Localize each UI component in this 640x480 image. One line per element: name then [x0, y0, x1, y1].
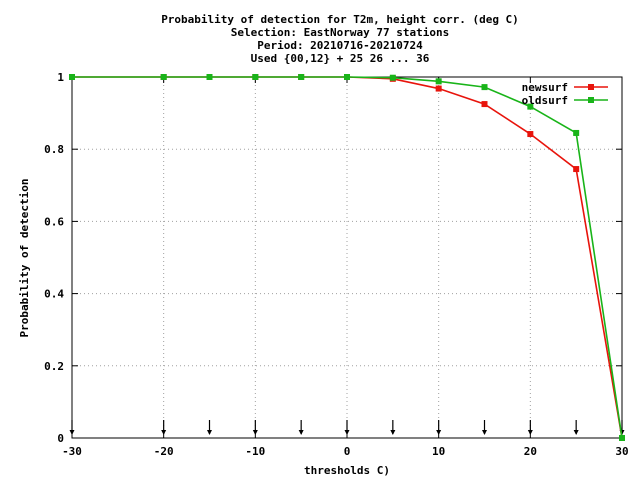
grid [72, 77, 622, 438]
point-oldsurf [527, 103, 534, 110]
threshold-marker-arrow [344, 430, 350, 435]
title-line-4: Used {00,12} + 25 26 ... 36 [251, 52, 430, 65]
x-tick-label: 30 [615, 445, 628, 458]
point-oldsurf [69, 74, 75, 80]
chart-title: Probability of detection for T2m, height… [161, 13, 519, 65]
threshold-marker-arrow [527, 430, 533, 435]
point-oldsurf [435, 78, 442, 85]
legend-swatch-point-newsurf [588, 84, 594, 90]
threshold-marker-arrow [161, 430, 167, 435]
x-tick-label: 0 [344, 445, 351, 458]
point-oldsurf [481, 84, 488, 91]
y-tick-label: 0.4 [44, 288, 64, 301]
point-newsurf [573, 166, 580, 173]
threshold-marker-arrow [390, 430, 396, 435]
x-tick-label: 20 [524, 445, 537, 458]
point-oldsurf [160, 74, 167, 80]
point-newsurf [481, 101, 488, 108]
point-oldsurf [389, 74, 396, 81]
series-line-oldsurf [72, 76, 623, 439]
threshold-marker-arrow [207, 430, 212, 435]
title-line-1: Probability of detection for T2m, height… [161, 13, 519, 26]
series-group [69, 74, 625, 441]
threshold-marker-arrow [69, 430, 75, 435]
threshold-marker-arrow [252, 430, 258, 435]
tick-labels: -30 -20 -10 0 10 20 30 0 0.2 0.4 0.6 0.8 1 [44, 71, 629, 458]
point-oldsurf [252, 74, 259, 80]
point-oldsurf [619, 435, 625, 441]
title-line-3: Period: 20210716-20210724 [257, 39, 423, 52]
y-axis-label: Probability of detection [18, 179, 31, 338]
threshold-marker-arrow [482, 430, 487, 435]
y-tick-label: 0.6 [44, 215, 64, 228]
legend-label-oldsurf: oldsurf [522, 94, 568, 107]
point-newsurf [527, 131, 534, 138]
threshold-marker-arrow [573, 430, 579, 435]
x-axis-label: thresholds C) [304, 464, 390, 477]
y-tick-label: 1 [57, 71, 64, 84]
legend-swatch-point-oldsurf [588, 97, 594, 103]
point-oldsurf [344, 74, 350, 80]
y-tick-label: 0.2 [44, 360, 64, 373]
threshold-marker-arrow [298, 430, 304, 435]
x-tick-label: -10 [245, 445, 265, 458]
title-line-2: Selection: EastNorway 77 stations [231, 26, 450, 39]
y-tick-label: 0 [57, 432, 64, 445]
x-tick-label: 10 [432, 445, 445, 458]
threshold-markers [69, 420, 625, 435]
point-oldsurf [206, 74, 213, 80]
legend-label-newsurf: newsurf [522, 81, 568, 94]
point-oldsurf [298, 74, 305, 80]
x-tick-label: -20 [154, 445, 174, 458]
x-tick-label: -30 [62, 445, 82, 458]
threshold-marker-arrow [436, 430, 442, 435]
point-newsurf [435, 85, 442, 92]
point-oldsurf [573, 129, 580, 136]
y-tick-label: 0.8 [44, 143, 64, 156]
